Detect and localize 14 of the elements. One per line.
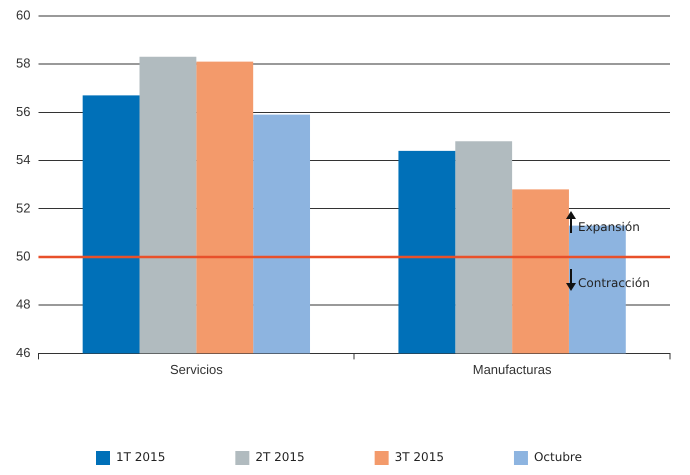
legend-label: 3T 2015	[394, 450, 444, 464]
legend-label: 2T 2015	[255, 450, 305, 464]
y-tick-label: 60	[16, 7, 30, 22]
y-tick-label: 58	[16, 56, 30, 71]
y-tick-label: 56	[16, 104, 30, 119]
y-tick-label: 54	[16, 152, 30, 168]
y-tick-label: 52	[16, 200, 30, 216]
x-tick-label: Servicios	[170, 362, 224, 377]
legend-label: 1T 2015	[116, 450, 166, 464]
y-tick-label: 46	[16, 344, 30, 360]
x-tick-label: Manufacturas	[472, 362, 552, 377]
y-tick-label: 50	[16, 248, 30, 264]
y-tick-label: 48	[16, 296, 30, 312]
legend-label: Octubre	[534, 450, 582, 464]
